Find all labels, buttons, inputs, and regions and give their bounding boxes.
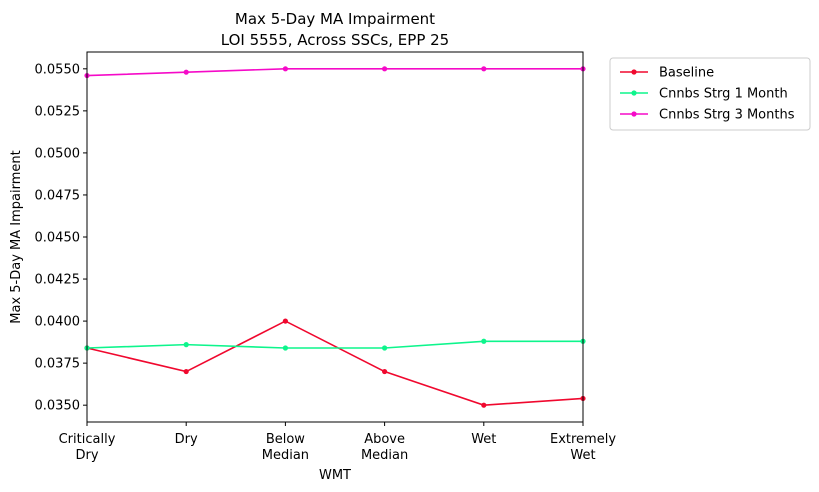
x-axis: Critically Dry Dry Below Median Above Median We… <box>59 422 616 463</box>
legend-label: Cnnbs Strg 3 Months <box>659 108 795 123</box>
chart-subtitle: LOI 5555, Across SSCs, EPP 25 <box>221 31 449 49</box>
legend-label: Cnnbs Strg 1 Month <box>659 87 788 102</box>
data-point <box>481 338 487 344</box>
data-point <box>282 318 288 324</box>
y-tick-label: 0.0475 <box>35 188 81 203</box>
chart-title: Max 5-Day MA Impairment <box>235 10 435 28</box>
legend-frame <box>609 57 811 131</box>
y-tick-label: 0.0525 <box>35 104 81 119</box>
legend-marker <box>631 69 637 75</box>
y-tick-label: 0.0375 <box>35 357 81 372</box>
y-tick-label: 0.0500 <box>35 146 81 161</box>
data-point <box>382 66 388 72</box>
x-tick-label: Wet <box>471 432 496 447</box>
data-point <box>282 66 288 72</box>
y-tick-label: 0.0425 <box>35 273 81 288</box>
y-tick-label: 0.0400 <box>35 315 81 330</box>
data-point <box>382 345 388 351</box>
x-tick-label: Below Median <box>262 432 309 463</box>
data-point <box>183 368 189 375</box>
series-line <box>86 340 583 349</box>
series-line <box>86 320 584 406</box>
series-line <box>86 68 583 77</box>
data-point <box>481 66 487 72</box>
x-tick-label: Above Median <box>361 432 408 463</box>
y-tick-label: 0.0350 <box>35 399 81 414</box>
x-axis-label: WMT <box>319 468 351 483</box>
y-tick-label: 0.0550 <box>35 62 81 77</box>
series-lines <box>84 66 586 408</box>
x-tick-label: Critically Dry <box>59 432 116 463</box>
x-tick-label: Extremely Wet <box>550 432 616 463</box>
data-point <box>282 345 288 351</box>
data-point <box>481 402 487 408</box>
data-point <box>183 69 189 75</box>
plot-frame <box>86 51 584 423</box>
y-tick-label: 0.0450 <box>35 231 81 246</box>
legend: Baseline Cnnbs Strg 1 Month Cnnbs Strg 3 M… <box>609 57 811 131</box>
legend-marker <box>631 111 637 117</box>
data-point <box>183 342 189 348</box>
x-tick-label: Dry <box>175 432 198 447</box>
y-axis: 0.0350 0.0375 0.0400 0.0425 0.0450 0.0475 0.05… <box>35 62 87 414</box>
data-point <box>382 368 388 375</box>
legend-marker <box>631 90 637 96</box>
legend-label: Baseline <box>659 66 714 81</box>
y-axis-label: Max 5-Day MA Impairment <box>9 150 24 323</box>
